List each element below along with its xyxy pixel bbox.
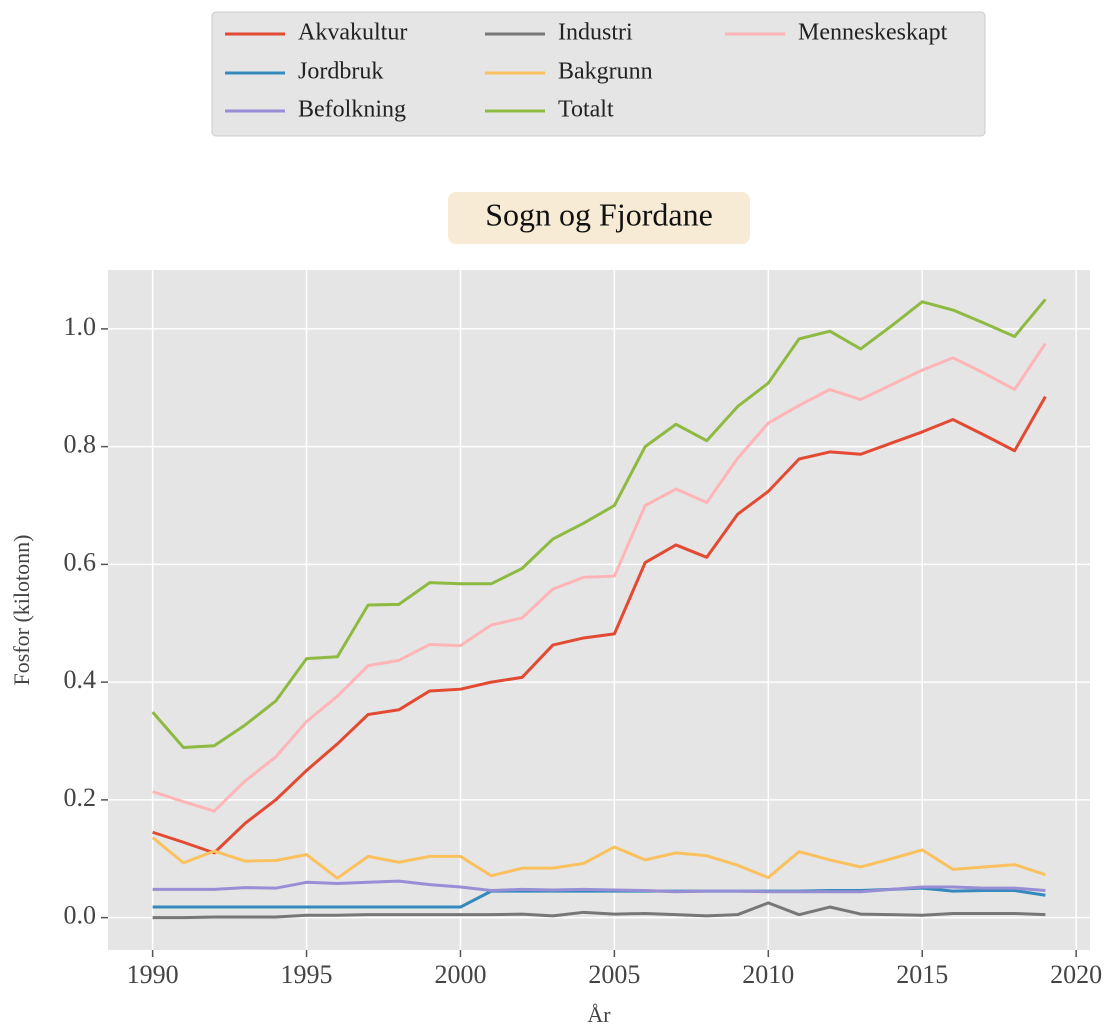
y-tick-label: 0.8 — [64, 430, 97, 459]
series-line — [152, 342, 1047, 813]
y-tick-label: 0.2 — [64, 783, 97, 812]
x-tick-label: 1990 — [127, 960, 179, 989]
legend-label: Menneskeskapt — [798, 20, 948, 46]
x-tick-label: 2010 — [742, 960, 794, 989]
x-tick-label: 2005 — [588, 960, 640, 989]
series-line — [151, 298, 1047, 749]
series-line — [152, 395, 1047, 855]
legend-box — [211, 11, 986, 137]
series-line — [152, 879, 1046, 894]
legend-label: Industri — [558, 20, 633, 46]
y-tick-label: 0.4 — [64, 665, 97, 694]
legend-label: Befolkning — [298, 97, 406, 123]
series-line — [152, 901, 1046, 920]
x-tick-label: 2000 — [434, 960, 486, 989]
x-tick-label: 2015 — [896, 960, 948, 989]
y-tick-label: 1.0 — [64, 312, 97, 341]
x-tick-label: 2020 — [1050, 960, 1102, 989]
x-axis-label: År — [587, 1002, 611, 1027]
legend-label: Akvakultur — [298, 20, 407, 46]
plot-area — [108, 270, 1090, 950]
x-tick-label: 1995 — [281, 960, 333, 989]
legend-label: Bakgrunn — [558, 59, 653, 85]
chart-title: Sogn og Fjordane — [485, 196, 713, 232]
y-axis-label: Fosfor (kilotonn) — [9, 535, 34, 686]
legend-label: Totalt — [558, 97, 614, 123]
y-tick-label: 0.6 — [64, 547, 97, 576]
series-line — [151, 836, 1046, 880]
title-box — [448, 192, 750, 244]
lines — [151, 298, 1047, 920]
legend-label: Jordbruk — [298, 59, 383, 85]
y-tick-label: 0.0 — [64, 901, 97, 930]
